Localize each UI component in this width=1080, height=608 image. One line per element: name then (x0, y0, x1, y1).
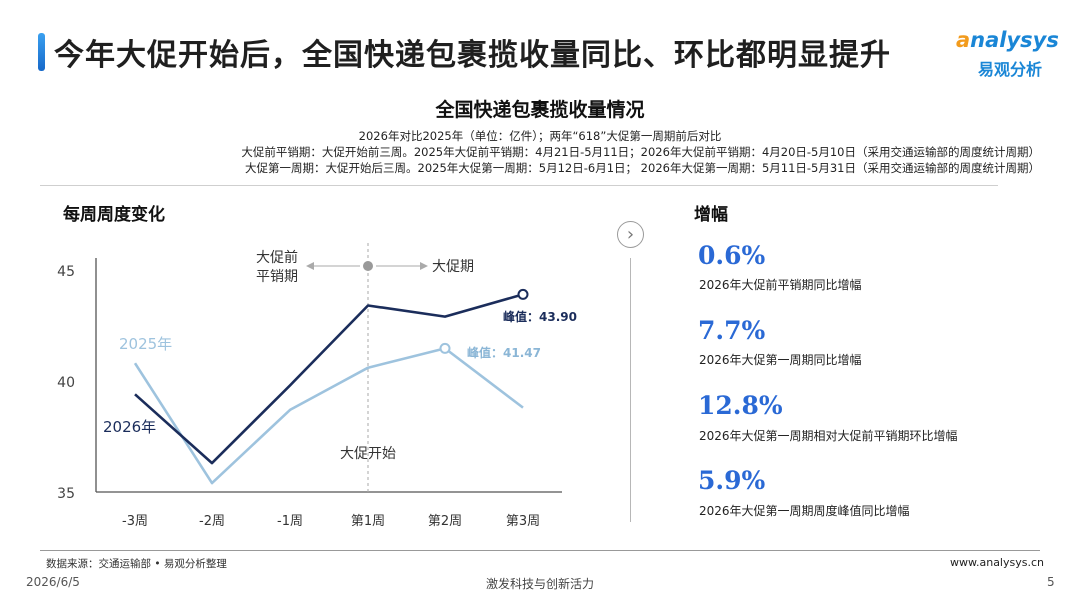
stat-value-first-yoy: 7.7% (698, 316, 766, 345)
logo-wordmark: analysys (956, 28, 1059, 52)
title-accent-bar (38, 33, 45, 71)
left-panel-heading: 每周周度变化 (63, 205, 165, 225)
x-tick-label: 第2周 (428, 514, 462, 529)
x-tick-label: 第3周 (506, 514, 540, 529)
series-label-2025: 2025年 (119, 335, 172, 353)
stat-value-peak-yoy: 5.9% (698, 466, 766, 495)
peak-marker-2025 (439, 342, 451, 354)
series-label-2026: 2026年 (103, 418, 156, 436)
arrow-left-icon (306, 262, 314, 270)
series-line-2025 (133, 347, 524, 485)
pre-period-label-line2: 平销期 (256, 269, 298, 285)
peak-label-2025: 峰值：41.47 (467, 345, 541, 360)
stat-label-first-yoy: 2026年大促第一周期同比增幅 (699, 353, 862, 367)
period-marker-dot (363, 261, 373, 271)
data-source: 数据来源：交通运输部 • 易观分析整理 (46, 558, 227, 570)
chart-subtitle-3: 大促第一周期：大促开始后三周。2025年大促第一周期：5月12日-6月1日； 2… (245, 161, 1040, 175)
chevron-right-icon[interactable]: › (617, 221, 644, 248)
y-tick-label: 45 (57, 264, 75, 280)
x-tick-label: 第1周 (351, 514, 385, 529)
arrow-right-icon (420, 262, 428, 270)
logo-subtitle: 易观分析 (978, 60, 1043, 79)
stat-label-pre-yoy: 2026年大促前平销期同比增幅 (699, 278, 862, 292)
peak-label-2026: 峰值：43.90 (503, 309, 577, 324)
right-panel-heading: 增幅 (694, 205, 728, 225)
panel-divider (630, 258, 631, 522)
footer-url[interactable]: www.analysys.cn (950, 556, 1044, 569)
promo-start-label: 大促开始 (340, 446, 396, 462)
chart-title: 全国快递包裹揽收量情况 (435, 99, 645, 121)
pre-period-label-line1: 大促前 (256, 249, 298, 266)
post-period-label: 大促期 (432, 259, 474, 275)
footer-date: 2026/6/5 (26, 575, 80, 589)
stat-value-pre-yoy: 0.6% (698, 241, 766, 270)
x-tick-label: -1周 (277, 514, 303, 529)
chart-subtitle-2: 大促前平销期：大促开始前三周。2025年大促前平销期：4月21日-5月11日；2… (241, 145, 1040, 159)
footer-slogan: 激发科技与创新活力 (485, 577, 594, 591)
analysys-logo: analysys 易观分析 (948, 22, 1064, 82)
stat-label-peak-yoy: 2026年大促第一周期周度峰值同比增幅 (699, 504, 910, 518)
page-title: 今年大促开始后，全国快递包裹揽收量同比、环比都明显提升 (54, 38, 891, 73)
peak-marker-2026 (517, 288, 529, 300)
footer-divider (40, 550, 1040, 551)
header-divider (40, 185, 998, 186)
stat-label-first-mom: 2026年大促第一周期相对大促前平销期环比增幅 (699, 429, 958, 443)
y-tick-label: 35 (57, 486, 75, 502)
page-number: 5 (1047, 575, 1055, 589)
series-line-2026 (134, 293, 524, 465)
chart-subtitle-1: 2026年对比2025年（单位：亿件）；两年“618”大促第一周期前后对比 (358, 129, 722, 143)
x-tick-label: -2周 (199, 514, 225, 529)
x-tick-label: -3周 (122, 514, 148, 529)
stat-value-first-mom: 12.8% (698, 391, 783, 420)
y-tick-label: 40 (57, 375, 75, 391)
